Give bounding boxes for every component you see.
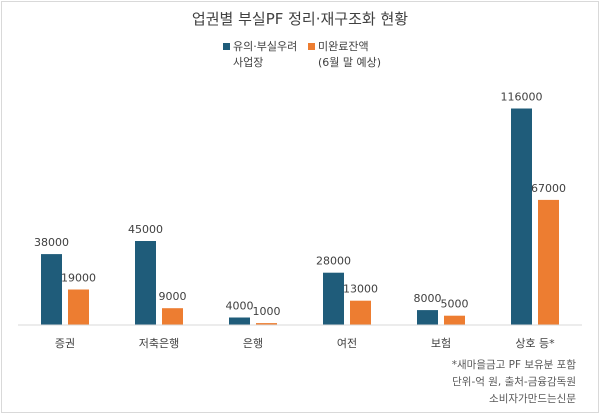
category-label-4: 여전 (337, 337, 357, 350)
bar-2-5 (444, 315, 465, 325)
legend: 유의·부실우려 사업장 미완료잔액 (6월 말 예상) (223, 40, 381, 69)
value-label-2-4: 13000 (343, 283, 378, 296)
value-label-1-5: 8000 (414, 292, 442, 305)
category-label-1: 증권 (55, 337, 75, 350)
bar-2-1 (68, 289, 89, 325)
bar-1-5 (417, 310, 438, 325)
legend-swatch-series-2 (308, 43, 315, 50)
legend-swatch-series-1 (223, 43, 230, 50)
footnotes: *새마을금고 PF 보유분 포함 단위-억 원, 출처-금융감독원 소비자가만드… (452, 359, 577, 405)
category-label-2: 저축은행 (139, 337, 179, 350)
value-label-1-2: 45000 (128, 223, 163, 236)
legend-label-series-2-line-1: 미완료잔액 (318, 40, 369, 53)
category-label-3: 은행 (243, 337, 263, 350)
value-label-2-1: 19000 (61, 272, 96, 285)
legend-label-series-1-line-2: 사업장 (233, 56, 263, 69)
bar-2-4 (350, 300, 371, 325)
footnote-3: 소비자가만드는신문 (489, 393, 576, 405)
bar-1-2 (135, 241, 156, 325)
value-label-2-6: 67000 (531, 182, 566, 195)
category-labels-group: 증권 저축은행 은행 여전 보험 상호 등* (55, 337, 555, 350)
value-label-2-5: 5000 (441, 298, 469, 311)
value-label-1-6: 116000 (501, 91, 543, 104)
bars-group (41, 108, 559, 325)
bar-1-3 (229, 317, 250, 325)
legend-label-series-2-line-2: (6월 말 예상) (318, 56, 381, 69)
category-label-6: 상호 등* (515, 337, 555, 350)
bar-1-4 (323, 272, 344, 325)
bar-2-3 (256, 323, 277, 325)
value-labels-group: 38000 19000 45000 9000 4000 1000 28000 13000 800… (34, 91, 566, 319)
value-label-2-3: 1000 (253, 305, 281, 318)
bar-2-6 (538, 199, 559, 325)
bar-1-1 (41, 254, 62, 325)
footnote-1: *새마을금고 PF 보유분 포함 (452, 359, 577, 371)
value-label-1-3: 4000 (226, 300, 254, 313)
chart-title: 업권별 부실PF 정리·재구조화 현황 (192, 10, 408, 28)
bar-1-6 (511, 108, 532, 325)
value-label-2-2: 9000 (159, 290, 187, 303)
category-label-5: 보험 (431, 337, 451, 350)
bar-2-2 (162, 308, 183, 325)
footnote-2: 단위-억 원, 출처-금융감독원 (452, 375, 576, 388)
value-label-1-4: 28000 (316, 255, 351, 268)
legend-label-series-1-line-1: 유의·부실우려 (233, 40, 297, 53)
value-label-1-1: 38000 (34, 236, 69, 249)
